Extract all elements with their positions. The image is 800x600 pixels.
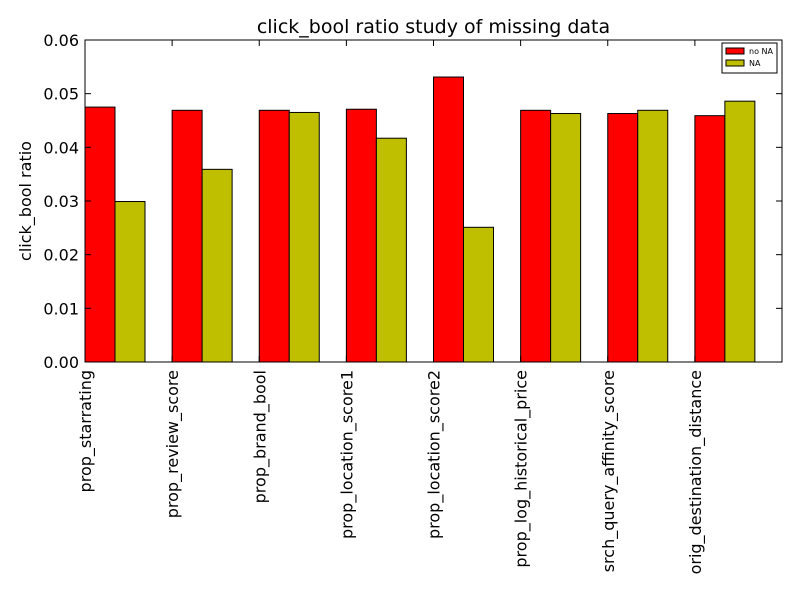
x-tick-label: prop_location_score2 — [425, 370, 445, 539]
bar-na-8 — [724, 100, 756, 363]
x-axis-ticks: prop_starrating prop_review_score prop_bra… — [76, 40, 706, 574]
legend-label: no NA — [749, 47, 773, 56]
plot-bars — [84, 76, 756, 363]
bar-no-na-7 — [607, 113, 639, 363]
bar-no-na-8 — [694, 115, 726, 363]
y-axis-ticks: 0.00 0.01 0.02 0.03 0.04 0.05 0.06 — [43, 31, 782, 372]
legend-swatch — [725, 59, 745, 67]
bar-no-na-6 — [520, 109, 552, 363]
plot-frame — [84, 39, 783, 363]
legend: no NA NA — [721, 42, 778, 74]
bar-na-6 — [550, 113, 582, 363]
bar-no-na-4 — [345, 108, 377, 363]
bar-no-na-5 — [433, 76, 464, 363]
bar-na-2 — [201, 168, 233, 363]
y-tick-label: 0.03 — [43, 192, 79, 211]
legend-swatch — [725, 47, 745, 55]
y-tick-label: 0.00 — [43, 353, 79, 372]
x-tick-label: prop_brand_bool — [250, 370, 270, 503]
x-tick-label: srch_query_affinity_score — [599, 370, 619, 572]
y-tick-label: 0.02 — [43, 246, 79, 265]
bar-na-1 — [114, 201, 146, 363]
x-tick-label: prop_log_historical_price — [512, 370, 532, 568]
y-tick-label: 0.04 — [43, 138, 79, 157]
bar-na-7 — [637, 109, 669, 363]
y-axis-label: click_bool ratio — [16, 141, 36, 261]
bar-na-4 — [375, 137, 407, 363]
x-tick-label: prop_starrating — [76, 370, 96, 492]
bar-no-na-3 — [258, 109, 290, 363]
legend-label: NA — [749, 59, 761, 68]
bar-na-5 — [463, 226, 494, 363]
y-tick-label: 0.06 — [43, 31, 79, 50]
y-tick-label: 0.01 — [43, 299, 79, 318]
x-tick-label: prop_review_score — [163, 370, 183, 518]
y-tick-label: 0.05 — [43, 85, 79, 104]
bar-na-3 — [288, 111, 320, 363]
chart-title: click_bool ratio study of missing data — [257, 16, 610, 38]
x-tick-label: orig_destination_distance — [686, 370, 706, 574]
bar-no-na-1 — [84, 106, 116, 363]
bar-no-na-2 — [171, 109, 203, 363]
x-tick-label: prop_location_score1 — [337, 370, 357, 539]
